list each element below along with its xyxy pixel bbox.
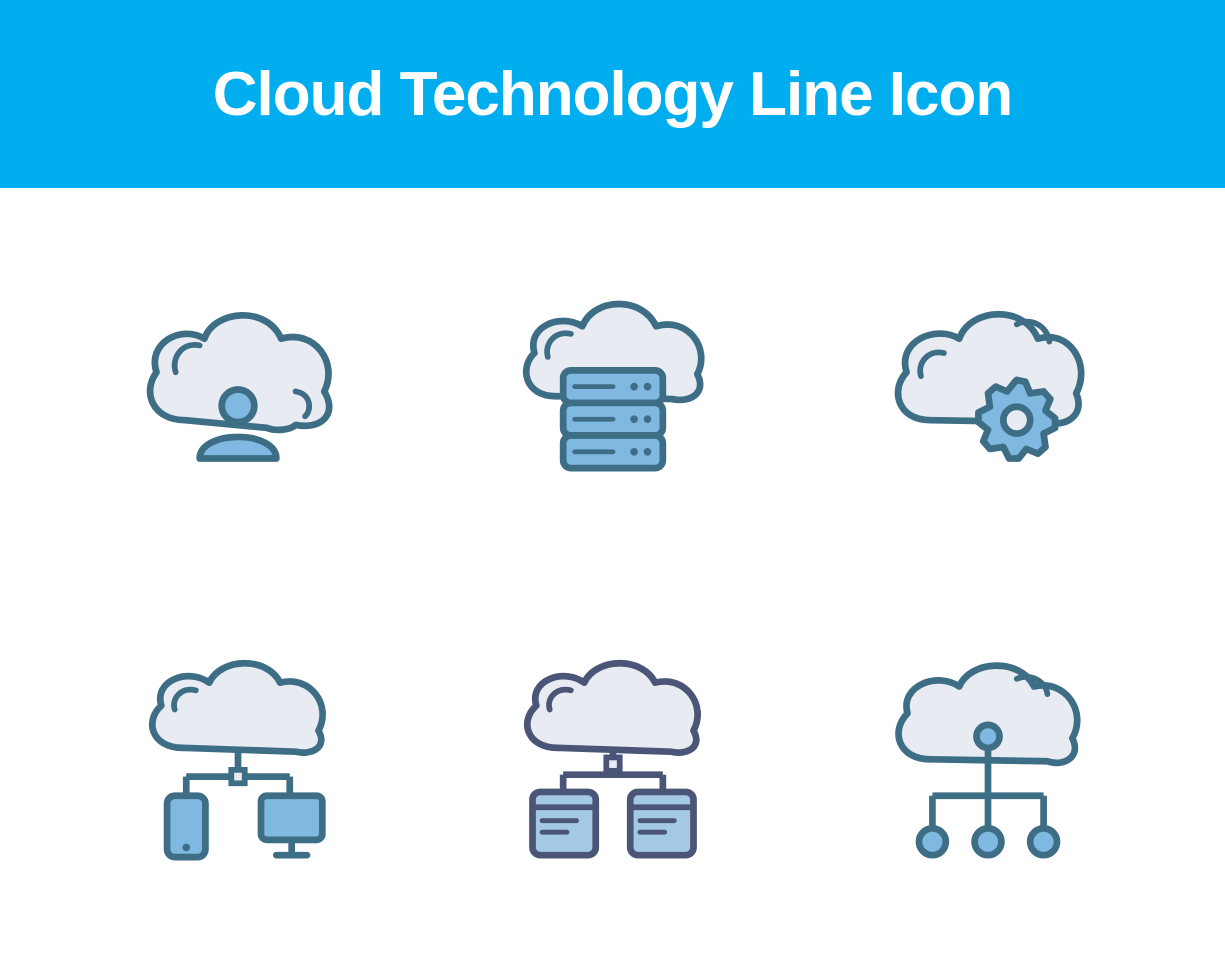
cloud-user-icon [123, 286, 353, 516]
cloud-devices-icon [123, 652, 353, 882]
cloud-network-icon [873, 652, 1103, 882]
cloud-server-icon [498, 286, 728, 516]
cloud-storage-icon [498, 652, 728, 882]
header-banner: Cloud Technology Line Icon [0, 0, 1225, 188]
cloud-settings-icon [873, 286, 1103, 516]
icon-grid [0, 188, 1225, 980]
header-title: Cloud Technology Line Icon [213, 59, 1013, 130]
